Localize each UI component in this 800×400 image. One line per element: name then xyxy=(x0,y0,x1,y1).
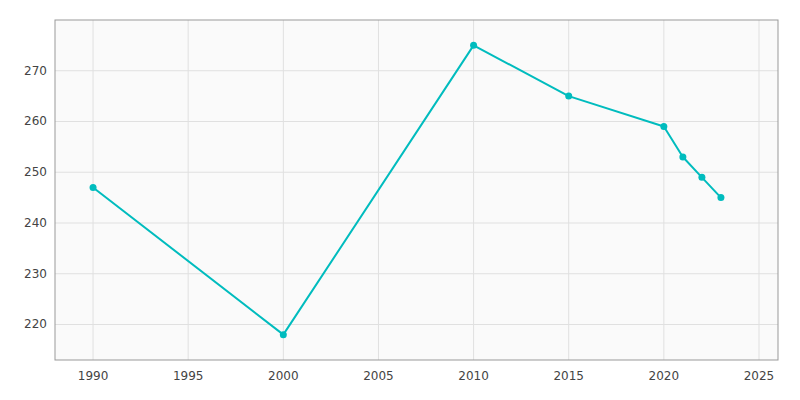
data-point xyxy=(280,331,287,338)
data-layer xyxy=(90,42,725,338)
y-grid-line xyxy=(55,273,778,274)
data-point xyxy=(679,154,686,161)
x-tick-label: 1995 xyxy=(173,369,204,383)
data-line xyxy=(93,45,721,334)
data-point xyxy=(660,123,667,130)
y-tick-label: 250 xyxy=(24,165,47,179)
chart-svg: 1990 1995 2000 2005 2010 2015 2020 2025 220 230 24… xyxy=(0,0,800,400)
data-point xyxy=(717,194,724,201)
x-tick-label: 2015 xyxy=(553,369,584,383)
data-point xyxy=(565,93,572,100)
x-tick-label: 2000 xyxy=(268,369,299,383)
y-grid-line xyxy=(55,324,778,325)
y-grid-line xyxy=(55,172,778,173)
x-tick-label: 1990 xyxy=(78,369,109,383)
data-point xyxy=(470,42,477,49)
y-tick-label: 270 xyxy=(24,64,47,78)
x-tick-label: 2010 xyxy=(458,369,489,383)
x-tick-label: 2020 xyxy=(649,369,680,383)
y-tick-label: 230 xyxy=(24,267,47,281)
x-tick-label: 2005 xyxy=(363,369,394,383)
data-point xyxy=(698,174,705,181)
x-tick-label: 2025 xyxy=(744,369,775,383)
data-point xyxy=(90,184,97,191)
y-tick-label: 240 xyxy=(24,216,47,230)
y-grid-line xyxy=(55,70,778,71)
chart-container: 1990 1995 2000 2005 2010 2015 2020 2025 220 230 24… xyxy=(0,0,800,400)
y-grid-line xyxy=(55,222,778,223)
plot-frame xyxy=(55,20,778,360)
plot-area xyxy=(55,20,778,360)
y-tick-label: 220 xyxy=(24,317,47,331)
y-grid-line xyxy=(55,121,778,122)
grid xyxy=(55,20,778,360)
y-tick-label: 260 xyxy=(24,114,47,128)
